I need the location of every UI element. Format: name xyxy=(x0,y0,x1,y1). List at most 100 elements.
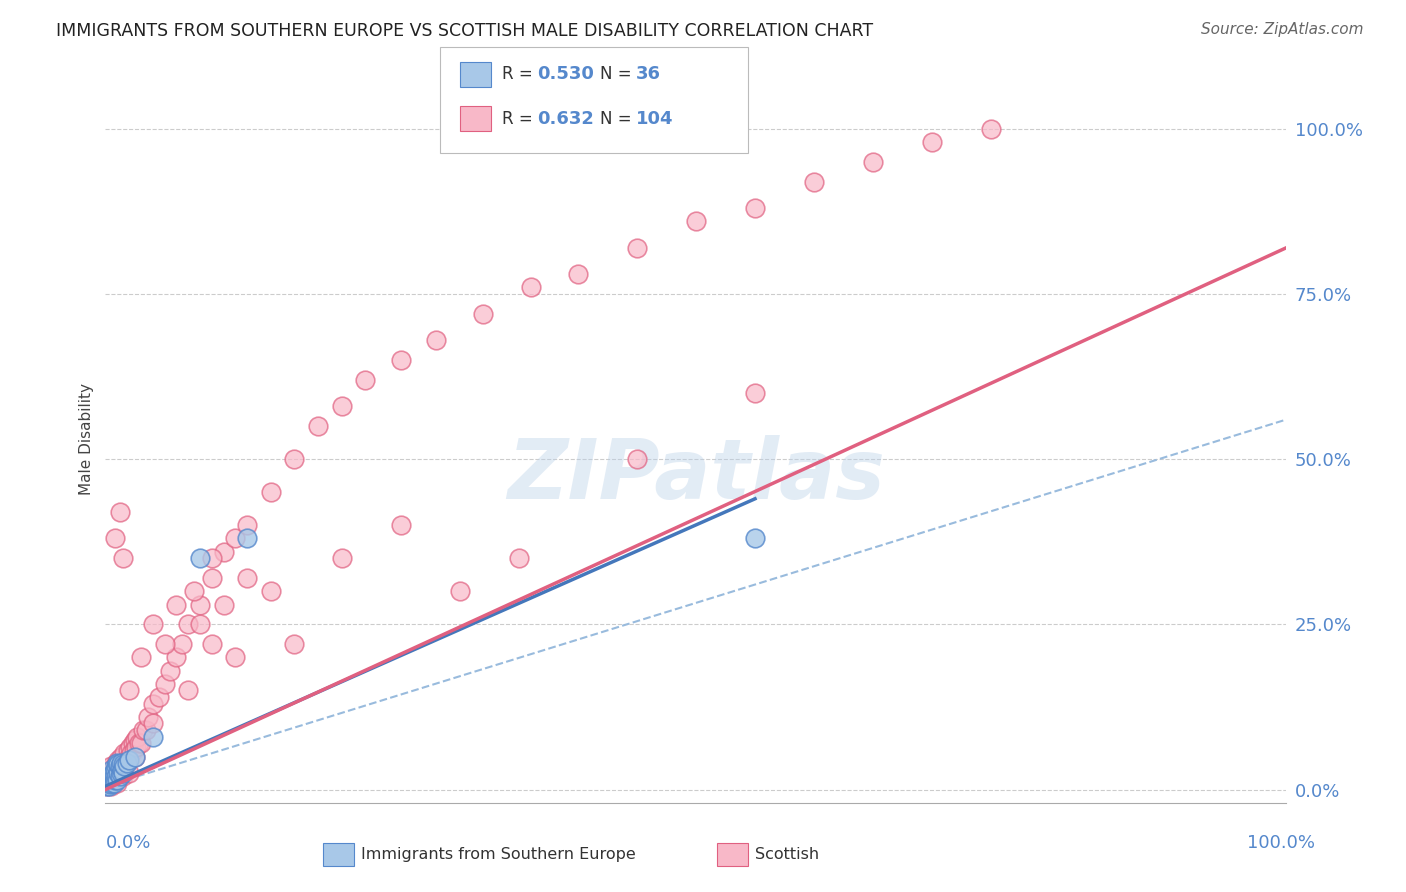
Point xyxy=(120,739,142,754)
Point xyxy=(104,532,127,546)
Text: 0.632: 0.632 xyxy=(537,110,593,128)
Point xyxy=(98,779,121,793)
Point xyxy=(101,772,124,787)
Point xyxy=(136,710,159,724)
Point xyxy=(103,769,125,783)
Point xyxy=(124,733,146,747)
Text: Immigrants from Southern Europe: Immigrants from Southern Europe xyxy=(361,847,636,862)
Point xyxy=(307,419,329,434)
Point xyxy=(107,766,129,780)
Point xyxy=(118,683,141,698)
Point xyxy=(107,766,129,780)
Point xyxy=(472,307,495,321)
Point xyxy=(142,730,165,744)
Point xyxy=(111,763,134,777)
Point xyxy=(100,769,122,783)
Point xyxy=(101,772,124,787)
Point xyxy=(188,617,211,632)
Point xyxy=(165,650,187,665)
Point xyxy=(101,763,124,777)
Point xyxy=(104,763,127,777)
Point xyxy=(283,452,305,467)
Point xyxy=(125,739,148,754)
Point xyxy=(224,532,246,546)
Point xyxy=(105,776,128,790)
Point xyxy=(980,121,1002,136)
Point xyxy=(103,766,125,780)
Point xyxy=(224,650,246,665)
Point xyxy=(100,763,122,777)
Text: R =: R = xyxy=(502,65,538,83)
Point xyxy=(105,756,128,771)
Point xyxy=(118,753,141,767)
Point xyxy=(177,683,200,698)
Text: 104: 104 xyxy=(636,110,673,128)
Point xyxy=(100,769,122,783)
Point xyxy=(626,241,648,255)
Point xyxy=(165,598,187,612)
Point xyxy=(114,756,136,771)
Point xyxy=(236,571,259,585)
Point xyxy=(389,518,412,533)
Text: Source: ZipAtlas.com: Source: ZipAtlas.com xyxy=(1201,22,1364,37)
Point xyxy=(120,746,142,760)
Point xyxy=(96,779,118,793)
Text: ZIPatlas: ZIPatlas xyxy=(508,435,884,516)
Point xyxy=(96,779,118,793)
Point xyxy=(118,749,141,764)
Point xyxy=(108,757,131,772)
Point xyxy=(172,637,194,651)
Point xyxy=(127,730,149,744)
Point xyxy=(104,772,127,787)
Point xyxy=(107,753,129,767)
Point xyxy=(105,769,128,783)
Point xyxy=(110,756,132,771)
Point xyxy=(124,749,146,764)
Point xyxy=(97,776,120,790)
Point xyxy=(124,749,146,764)
Point xyxy=(744,532,766,546)
Point xyxy=(118,766,141,780)
Point xyxy=(567,267,589,281)
Point xyxy=(425,333,447,347)
Point xyxy=(744,201,766,215)
Text: 0.0%: 0.0% xyxy=(105,834,150,852)
Point xyxy=(98,769,121,783)
Point xyxy=(108,769,131,783)
Point xyxy=(260,584,283,599)
Point xyxy=(121,736,143,750)
Point xyxy=(129,736,152,750)
Point xyxy=(98,772,121,787)
Point xyxy=(449,584,471,599)
Point xyxy=(101,766,124,780)
Point xyxy=(110,766,132,780)
Point xyxy=(96,769,118,783)
Point xyxy=(354,373,377,387)
Point xyxy=(519,280,541,294)
Point xyxy=(108,769,131,783)
Point xyxy=(744,386,766,401)
Point xyxy=(105,756,128,771)
Point xyxy=(97,766,120,780)
Point xyxy=(108,759,131,773)
Point xyxy=(132,723,155,737)
Point xyxy=(129,650,152,665)
Point xyxy=(104,772,127,787)
Point xyxy=(100,776,122,790)
Point xyxy=(104,759,127,773)
Point xyxy=(107,757,129,772)
Point xyxy=(100,759,122,773)
Point xyxy=(921,135,943,149)
Point xyxy=(389,353,412,368)
Point xyxy=(330,399,353,413)
Point xyxy=(122,743,145,757)
Point xyxy=(685,214,707,228)
Point xyxy=(803,175,825,189)
Point xyxy=(97,776,120,790)
Point xyxy=(115,756,138,771)
Point xyxy=(283,637,305,651)
Point xyxy=(153,637,176,651)
Point xyxy=(188,598,211,612)
Point xyxy=(111,763,134,777)
Point xyxy=(128,736,150,750)
